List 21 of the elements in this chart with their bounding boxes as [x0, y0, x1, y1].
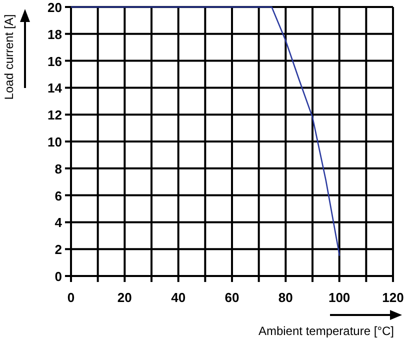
- x-axis-title: Ambient temperature [°C]: [258, 324, 394, 338]
- y-tick-label: 20: [48, 0, 62, 15]
- y-tick-label: 4: [54, 215, 63, 230]
- x-tick-label: 120: [382, 290, 404, 305]
- y-tick-label: 0: [54, 269, 62, 284]
- x-tick-label: 20: [117, 290, 132, 305]
- y-tick-label: 14: [48, 80, 63, 96]
- y-tick-label: 2: [54, 242, 62, 258]
- x-tick-label: 40: [171, 290, 186, 305]
- x-tick-label: 100: [328, 290, 350, 305]
- y-tick-label: 6: [54, 188, 62, 204]
- y-tick-label: 8: [54, 161, 62, 176]
- x-tick-label: 0: [67, 290, 75, 305]
- y-tick-label: 18: [48, 26, 62, 42]
- y-tick-label: 16: [48, 54, 62, 69]
- x-tick-label: 60: [224, 290, 240, 305]
- y-tick-label: 10: [48, 134, 62, 150]
- y-tick-label: 12: [48, 108, 62, 123]
- line-series: [70, 6, 340, 256]
- y-axis-title: Load current [A]: [2, 14, 16, 100]
- x-tick-label: 80: [278, 290, 293, 305]
